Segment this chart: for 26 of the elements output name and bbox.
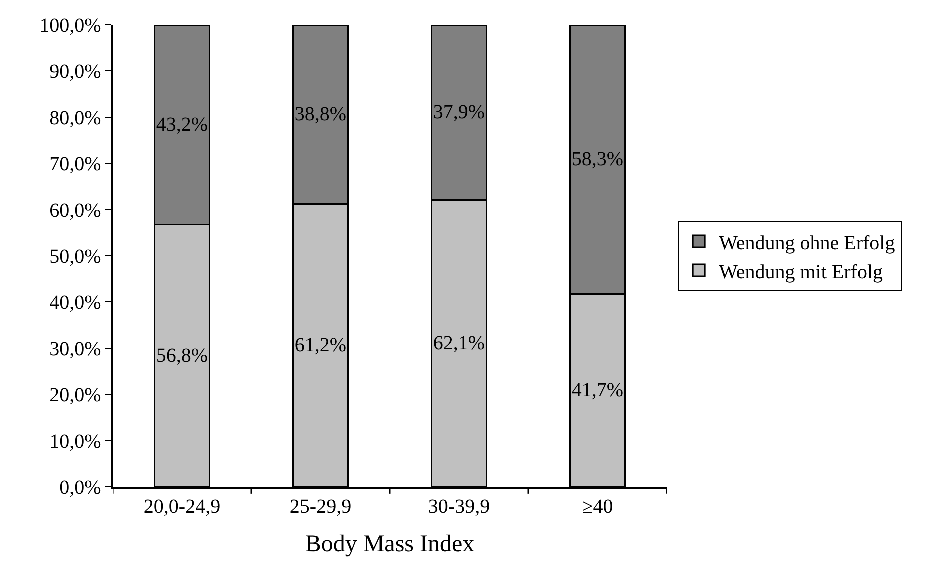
y-tick-label: 40,0% xyxy=(50,292,102,314)
data-label: 38,8% xyxy=(294,104,347,126)
y-tick-label: 0,0% xyxy=(60,477,102,499)
y-tick-label: 10,0% xyxy=(50,430,102,453)
data-label: 41,7% xyxy=(572,380,624,402)
legend-label: Wendung mit Erfolg xyxy=(719,261,883,284)
y-tick-label: 20,0% xyxy=(50,384,102,407)
y-tick-label: 60,0% xyxy=(50,200,102,222)
y-tick-label: 90,0% xyxy=(50,61,102,84)
y-tick-label: 70,0% xyxy=(50,154,102,176)
data-label: 58,3% xyxy=(572,148,624,171)
data-label: 37,9% xyxy=(433,102,486,124)
legend-label: Wendung ohne Erfolg xyxy=(719,232,896,254)
x-axis-title: Body Mass Index xyxy=(305,532,475,558)
data-label: 43,2% xyxy=(156,114,208,136)
y-tick-label: 50,0% xyxy=(50,246,102,268)
y-tick-label: 80,0% xyxy=(50,107,102,130)
data-label: 62,1% xyxy=(433,332,486,355)
x-tick-label: 25-29,9 xyxy=(290,496,352,518)
y-tick-label: 100,0% xyxy=(40,15,102,37)
y-tick-label: 30,0% xyxy=(50,338,102,360)
x-tick-label: 20,0-24,9 xyxy=(144,496,221,518)
data-label: 56,8% xyxy=(156,344,208,367)
data-label: 61,2% xyxy=(294,334,347,357)
x-tick-label: ≥40 xyxy=(582,496,614,518)
x-tick-label: 30-39,9 xyxy=(428,496,490,518)
